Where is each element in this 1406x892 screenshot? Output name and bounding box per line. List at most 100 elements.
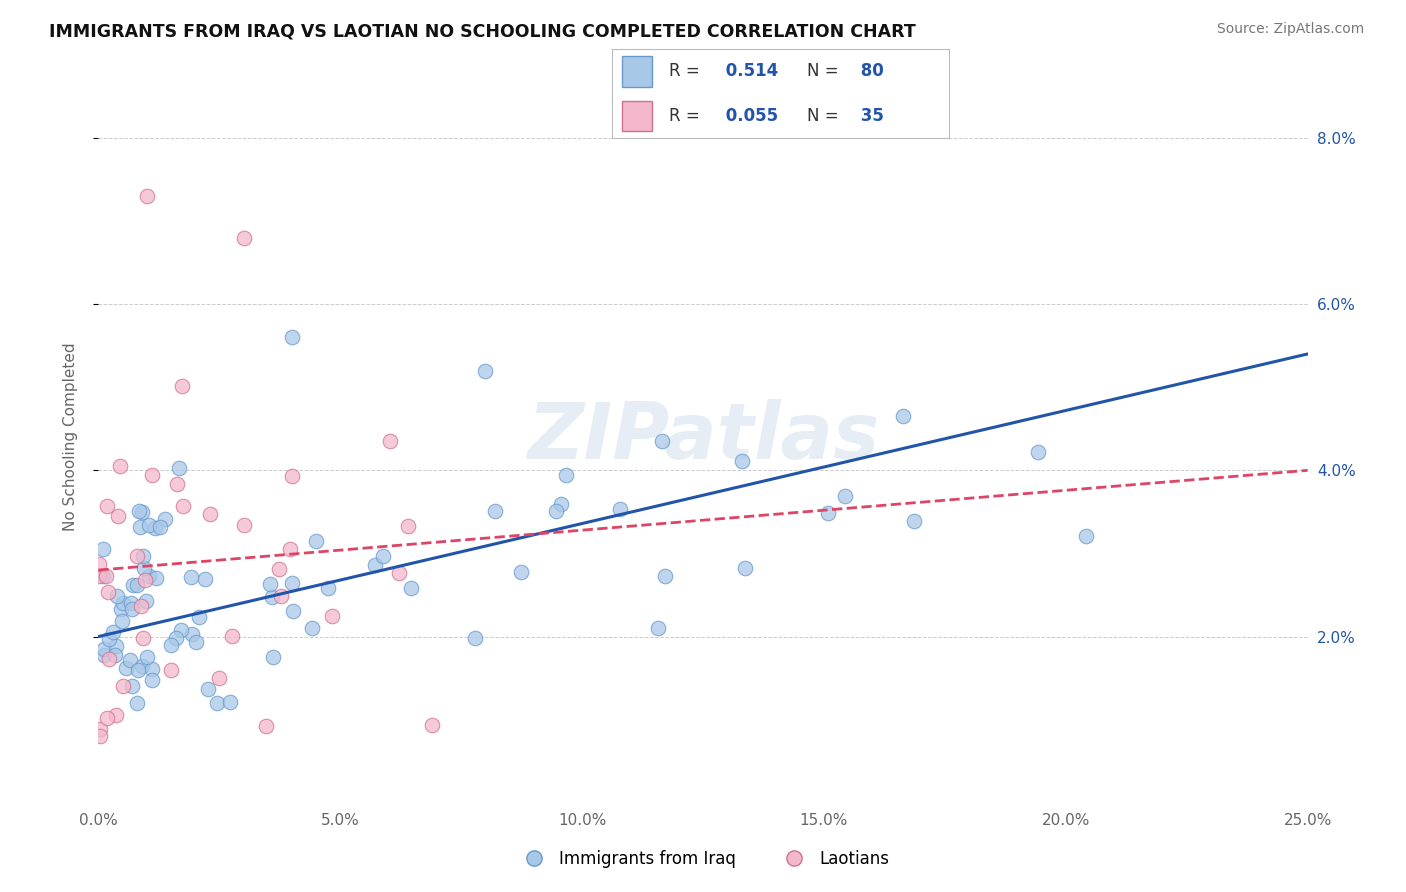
Point [321,608,343,623]
Point [127,664,149,678]
Point [149,520,172,534]
Point [194,573,217,587]
Point [301,621,323,635]
Point [167,460,190,475]
Point [259,577,281,591]
Point [281,575,304,590]
Point [141,468,163,483]
Point [305,534,328,549]
Point [281,604,304,618]
Point [281,330,304,344]
Point [138,569,160,583]
Point [420,718,443,732]
Point [112,596,135,610]
Point [262,650,284,665]
Point [647,621,669,635]
Point [654,568,676,582]
Point [1074,528,1097,542]
Point [97,632,120,647]
Text: ZIPatlas: ZIPatlas [527,399,879,475]
Point [484,504,506,518]
Text: 35: 35 [855,107,883,125]
Text: 0.514: 0.514 [720,62,778,80]
Point [208,671,231,685]
Point [93,569,115,583]
Point [101,624,124,639]
Point [127,578,149,592]
Point [132,549,155,563]
Point [89,723,111,737]
Point [104,639,127,653]
Point [172,499,194,513]
Point [232,230,254,244]
Point [270,589,292,603]
Point [87,557,110,571]
Point [464,631,486,645]
Point [281,469,304,483]
Point [143,521,166,535]
Point [817,506,839,520]
Point [105,708,128,723]
Point [125,696,148,710]
Point [134,593,156,607]
Point [94,568,117,582]
Point [396,519,419,533]
Point [188,609,211,624]
Point [219,695,242,709]
Point [555,468,578,483]
Point [891,409,914,423]
Point [550,497,572,511]
FancyBboxPatch shape [621,101,652,131]
Point [93,648,115,663]
Point [97,585,120,599]
Point [364,558,387,572]
Point [131,505,153,519]
Point [89,729,111,743]
Point [180,570,202,584]
Point [129,520,152,534]
Point [97,652,120,666]
Point [1026,445,1049,459]
Text: R =: R = [669,107,700,125]
Point [160,663,183,677]
Point [114,661,136,675]
Text: 80: 80 [855,62,883,80]
Point [121,601,143,615]
Point [546,504,568,518]
Point [141,673,163,688]
Point [233,518,256,533]
Point [221,629,243,643]
Point [141,662,163,676]
Point [269,562,291,576]
Point [160,639,183,653]
Text: R =: R = [669,62,700,80]
Point [108,458,131,473]
Point [474,363,496,377]
Point [165,631,187,645]
Point [111,614,134,628]
Point [121,596,143,610]
Point [145,571,167,585]
Point [118,653,141,667]
Point [903,514,925,528]
Point [122,578,145,592]
Point [371,549,394,563]
Point [125,549,148,563]
Point [510,566,533,580]
Point [110,602,132,616]
Point [254,719,277,733]
Point [91,542,114,557]
Y-axis label: No Schooling Completed: No Schooling Completed [63,343,77,532]
Point [731,454,754,468]
Point [89,568,111,582]
Point [111,680,134,694]
Point [180,626,202,640]
Point [96,711,118,725]
Text: N =: N = [807,107,839,125]
Point [153,512,176,526]
Point [107,589,129,603]
Point [316,581,339,595]
Point [197,682,219,697]
Point [172,379,194,393]
Point [401,581,423,595]
